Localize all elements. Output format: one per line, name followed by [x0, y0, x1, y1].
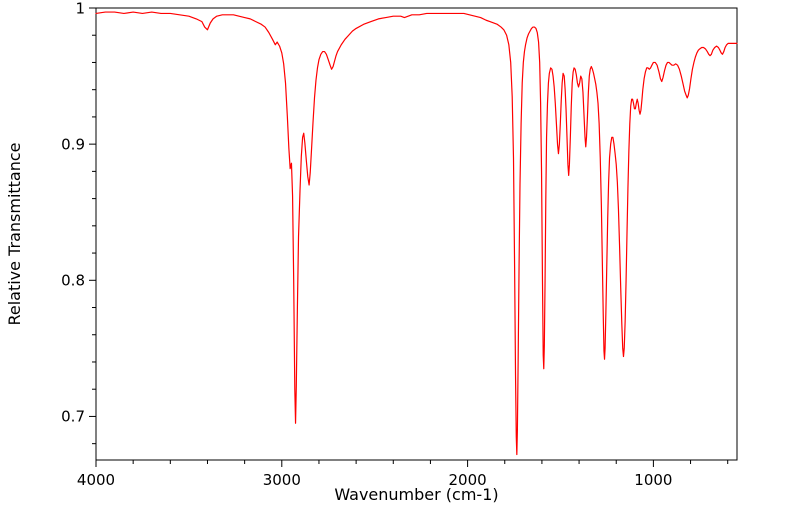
- x-tick-label: 3000: [263, 471, 301, 489]
- x-tick-label: 4000: [77, 471, 115, 489]
- x-tick-label: 2000: [449, 471, 487, 489]
- y-axis-label: Relative Transmittance: [5, 142, 24, 325]
- y-tick-label: 0.7: [61, 408, 85, 426]
- x-axis-label: Wavenumber (cm-1): [334, 485, 498, 504]
- y-tick-label: 0.8: [61, 272, 85, 290]
- plot-border: [95, 7, 738, 461]
- y-tick-label: 0.9: [61, 135, 85, 153]
- x-tick-label: 1000: [634, 471, 672, 489]
- spectrum-line: [95, 11, 738, 456]
- y-tick-label: 1: [75, 0, 85, 17]
